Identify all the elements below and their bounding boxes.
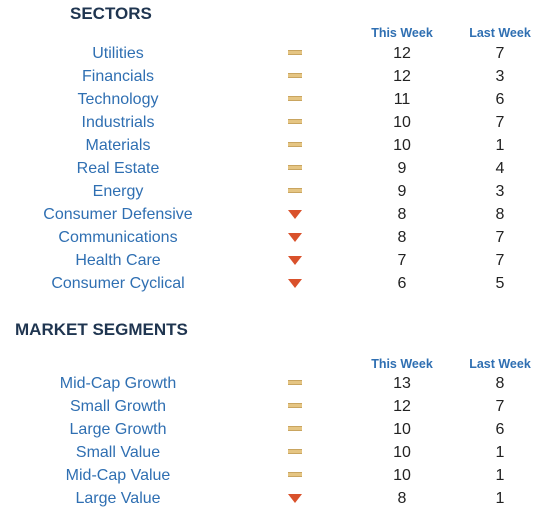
- last-week-value: 7: [495, 45, 505, 62]
- last-week-value: 5: [495, 275, 505, 292]
- flat-bar-icon: [287, 94, 303, 104]
- row-label: Industrials: [81, 114, 155, 131]
- last-week-value: 6: [495, 91, 505, 108]
- table-row: Financials 12 3: [0, 65, 553, 88]
- this-week-value: 9: [397, 160, 407, 177]
- this-week-value: 10: [393, 137, 411, 154]
- table-row: Technology 11 6: [0, 88, 553, 111]
- table-row: Industrials 10 7: [0, 111, 553, 134]
- row-label: Small Value: [75, 444, 161, 461]
- sectors-title: SECTORS: [70, 4, 152, 23]
- this-week-value: 9: [397, 183, 407, 200]
- this-week-value: 8: [397, 206, 407, 223]
- table-row: Real Estate 9 4: [0, 157, 553, 180]
- row-label: Utilities: [92, 45, 144, 62]
- flat-bar-icon: [287, 140, 303, 150]
- table-row: Large Growth 10 6: [0, 418, 553, 441]
- last-week-value: 3: [495, 68, 505, 85]
- this-week-value: 13: [393, 375, 411, 392]
- this-week-value: 8: [397, 490, 407, 507]
- this-week-value: 10: [393, 444, 411, 461]
- sectors-this-week-header: This Week: [371, 26, 433, 40]
- flat-bar-icon: [287, 117, 303, 127]
- table-row: Small Value 10 1: [0, 441, 553, 464]
- this-week-value: 6: [397, 275, 407, 292]
- table-row: Communications 8 7: [0, 226, 553, 249]
- this-week-value: 8: [397, 229, 407, 246]
- table-row: Large Value 8 1: [0, 487, 553, 510]
- table-row: Health Care 7 7: [0, 249, 553, 272]
- this-week-value: 10: [393, 467, 411, 484]
- this-week-value: 10: [393, 421, 411, 438]
- last-week-value: 7: [495, 229, 505, 246]
- last-week-value: 8: [495, 206, 505, 223]
- table-row: Mid-Cap Growth 13 8: [0, 372, 553, 395]
- flat-bar-icon: [287, 163, 303, 173]
- down-arrow-icon: [287, 255, 303, 265]
- last-week-value: 1: [495, 467, 505, 484]
- flat-bar-icon: [287, 470, 303, 480]
- table-row: Energy 9 3: [0, 180, 553, 203]
- flat-bar-icon: [287, 186, 303, 196]
- segments-table: Mid-Cap Growth 13 8 Small Growth 12 7 Large Gr…: [0, 372, 553, 510]
- this-week-value: 10: [393, 114, 411, 131]
- flat-bar-icon: [287, 401, 303, 411]
- table-row: Consumer Defensive 8 8: [0, 203, 553, 226]
- down-arrow-icon: [287, 493, 303, 503]
- row-label: Consumer Cyclical: [51, 275, 185, 292]
- last-week-value: 4: [495, 160, 505, 177]
- this-week-value: 12: [393, 45, 411, 62]
- this-week-value: 7: [397, 252, 407, 269]
- sectors-table: Utilities 12 7 Financials 12 3 Technology 11 6 In…: [0, 42, 553, 295]
- flat-bar-icon: [287, 378, 303, 388]
- down-arrow-icon: [287, 209, 303, 219]
- sectors-last-week-header: Last Week: [469, 26, 531, 40]
- down-arrow-icon: [287, 278, 303, 288]
- table-row: Consumer Cyclical 6 5: [0, 272, 553, 295]
- row-label: Materials: [85, 137, 151, 154]
- table-row: Small Growth 12 7: [0, 395, 553, 418]
- row-label: Small Growth: [69, 398, 167, 415]
- segments-this-week-header: This Week: [371, 357, 433, 371]
- flat-bar-icon: [287, 424, 303, 434]
- last-week-value: 1: [495, 444, 505, 461]
- row-label: Real Estate: [76, 160, 160, 177]
- last-week-value: 8: [495, 375, 505, 392]
- row-label: Consumer Defensive: [43, 206, 193, 223]
- row-label: Health Care: [75, 252, 161, 269]
- this-week-value: 12: [393, 398, 411, 415]
- row-label: Technology: [77, 91, 159, 108]
- row-label: Mid-Cap Value: [65, 467, 171, 484]
- last-week-value: 7: [495, 398, 505, 415]
- this-week-value: 11: [393, 91, 411, 108]
- last-week-value: 1: [495, 490, 505, 507]
- this-week-value: 12: [393, 68, 411, 85]
- last-week-value: 6: [495, 421, 505, 438]
- down-arrow-icon: [287, 232, 303, 242]
- table-row: Mid-Cap Value 10 1: [0, 464, 553, 487]
- last-week-value: 1: [495, 137, 505, 154]
- last-week-value: 7: [495, 252, 505, 269]
- table-row: Utilities 12 7: [0, 42, 553, 65]
- row-label: Mid-Cap Growth: [59, 375, 177, 392]
- flat-bar-icon: [287, 48, 303, 58]
- row-label: Energy: [92, 183, 144, 200]
- row-label: Communications: [58, 229, 178, 246]
- flat-bar-icon: [287, 71, 303, 81]
- segments-title: MARKET SEGMENTS: [15, 320, 188, 339]
- table-row: Materials 10 1: [0, 134, 553, 157]
- flat-bar-icon: [287, 447, 303, 457]
- row-label: Financials: [81, 68, 155, 85]
- row-label: Large Growth: [69, 421, 167, 438]
- last-week-value: 3: [495, 183, 505, 200]
- segments-last-week-header: Last Week: [469, 357, 531, 371]
- row-label: Large Value: [75, 490, 161, 507]
- last-week-value: 7: [495, 114, 505, 131]
